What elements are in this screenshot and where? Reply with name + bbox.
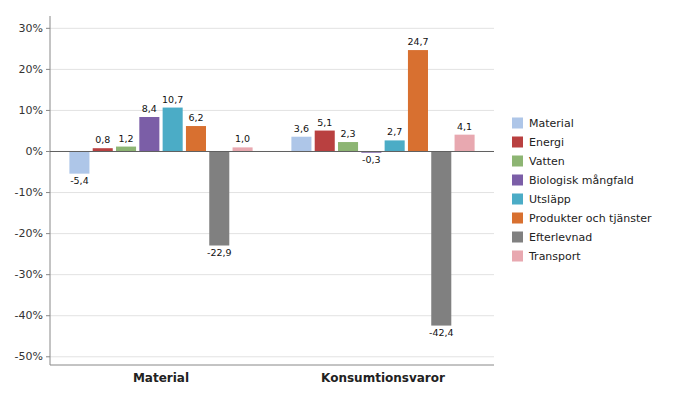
legend-swatch xyxy=(512,137,523,148)
grid-line xyxy=(50,233,494,234)
tick-mark xyxy=(46,151,50,152)
data-label: 24,7 xyxy=(407,36,428,47)
legend-label: Biologisk mångfald xyxy=(529,174,634,187)
data-label: 3,6 xyxy=(294,123,309,134)
tick-label: 20% xyxy=(19,63,43,76)
data-labels: -5,4 3,6 0,8 5,1 1,2 2,3 8,4 -0,3 10,7 2,7 6,2 24,7… xyxy=(70,36,472,338)
x-axis-line xyxy=(50,365,494,366)
legend-label: Material xyxy=(529,117,574,130)
zero-line xyxy=(50,151,494,152)
bar xyxy=(385,140,405,151)
data-label: -5,4 xyxy=(70,175,89,186)
legend-swatch xyxy=(512,156,523,167)
tick-label: 0% xyxy=(26,145,43,158)
tick-mark xyxy=(46,110,50,111)
data-label: 1,2 xyxy=(118,133,133,144)
data-label: 2,3 xyxy=(340,128,355,139)
data-label: 4,1 xyxy=(457,121,472,132)
data-label: -22,9 xyxy=(207,247,232,258)
grid-line xyxy=(50,356,494,357)
bar xyxy=(209,151,229,245)
bar xyxy=(455,135,475,152)
tick-mark xyxy=(46,233,50,234)
data-label: 8,4 xyxy=(142,103,157,114)
tick-mark xyxy=(46,356,50,357)
data-label: -42,4 xyxy=(429,327,454,338)
tick-mark xyxy=(46,69,50,70)
grid-line xyxy=(50,28,494,29)
bars xyxy=(69,50,474,326)
category-label: Material xyxy=(133,371,189,385)
tick-label: -50% xyxy=(15,350,43,363)
legend-swatch xyxy=(512,194,523,205)
tick-label: 30% xyxy=(19,22,43,35)
data-label: -0,3 xyxy=(362,154,381,165)
chart: -50% -40% -30% -20% -10% 0% 10% 20% 30% -5,4 3,6 0,… xyxy=(0,0,679,395)
bar xyxy=(69,151,89,173)
legend-label: Efterlevnad xyxy=(529,231,592,244)
legend: Material Energi Vatten Biologisk mångfald Ut… xyxy=(512,117,652,263)
bar xyxy=(116,147,136,152)
data-label: 2,7 xyxy=(387,126,402,137)
tick-label: -30% xyxy=(15,268,43,281)
grid-line xyxy=(50,315,494,316)
data-label: 6,2 xyxy=(188,112,203,123)
grid xyxy=(50,28,494,356)
data-label: 10,7 xyxy=(162,94,183,105)
legend-label: Utsläpp xyxy=(529,193,571,206)
y-axis-line xyxy=(50,16,51,365)
tick-label: -20% xyxy=(15,227,43,240)
bar xyxy=(431,151,451,325)
bar xyxy=(338,142,358,151)
bar xyxy=(186,126,206,151)
category-label: Konsumtionsvaror xyxy=(321,371,445,385)
bar xyxy=(163,108,183,152)
grid-line xyxy=(50,274,494,275)
axes xyxy=(50,16,494,365)
bar xyxy=(291,137,311,152)
grid-line xyxy=(50,151,494,152)
tick-label: 10% xyxy=(19,104,43,117)
tick-mark xyxy=(46,28,50,29)
legend-label: Vatten xyxy=(529,155,565,168)
data-label: 1,0 xyxy=(235,133,250,144)
x-axis-labels: Material Konsumtionsvaror xyxy=(133,371,445,385)
y-axis-ticks: -50% -40% -30% -20% -10% 0% 10% 20% 30% xyxy=(15,22,50,363)
legend-label: Energi xyxy=(529,136,564,149)
data-label: 5,1 xyxy=(317,117,332,128)
legend-label: Transport xyxy=(528,250,581,263)
bar xyxy=(139,117,159,151)
tick-mark xyxy=(46,315,50,316)
legend-label: Produkter och tjänster xyxy=(529,212,652,225)
bar xyxy=(233,147,253,151)
legend-swatch xyxy=(512,232,523,243)
tick-mark xyxy=(46,192,50,193)
tick-mark xyxy=(46,274,50,275)
grid-line xyxy=(50,192,494,193)
tick-label: -40% xyxy=(15,309,43,322)
bar xyxy=(408,50,428,151)
bar xyxy=(315,131,335,152)
data-label: 0,8 xyxy=(95,134,110,145)
tick-label: -10% xyxy=(15,186,43,199)
legend-swatch xyxy=(512,118,523,129)
legend-swatch xyxy=(512,175,523,186)
legend-swatch xyxy=(512,213,523,224)
legend-swatch xyxy=(512,251,523,262)
